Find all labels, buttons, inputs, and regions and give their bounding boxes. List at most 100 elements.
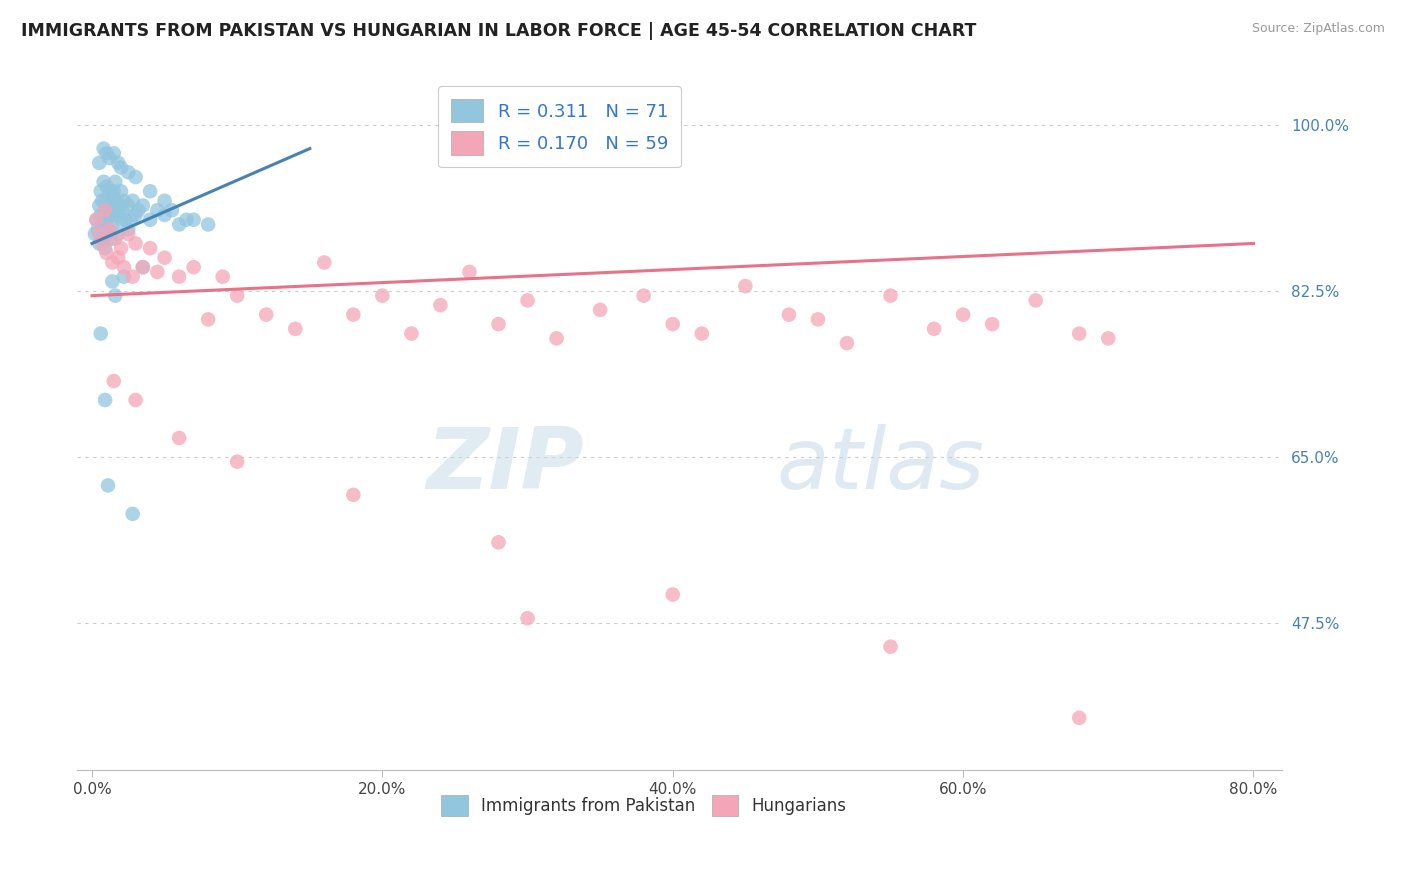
Text: IMMIGRANTS FROM PAKISTAN VS HUNGARIAN IN LABOR FORCE | AGE 45-54 CORRELATION CHA: IMMIGRANTS FROM PAKISTAN VS HUNGARIAN IN… [21, 22, 976, 40]
Point [89, 227, 111, 241]
Point [90, 208, 112, 222]
Point [89, 156, 111, 170]
Point [589, 302, 612, 317]
Point [94, 203, 117, 218]
Point [104, 232, 127, 246]
Point [98, 184, 121, 198]
Point [139, 184, 162, 198]
Point [1025, 293, 1047, 308]
Point [100, 232, 122, 246]
Point [371, 288, 394, 302]
Point [84, 227, 107, 241]
Point [153, 251, 176, 265]
Point [107, 251, 129, 265]
Point [86, 212, 108, 227]
Point [103, 374, 125, 388]
Text: atlas: atlas [776, 424, 984, 507]
Point [690, 326, 713, 341]
Point [103, 146, 125, 161]
Point [176, 212, 198, 227]
Point [633, 288, 655, 302]
Point [93, 142, 115, 156]
Point [110, 212, 132, 227]
Point [100, 203, 122, 218]
Point [211, 269, 233, 284]
Point [117, 198, 139, 212]
Point [101, 274, 124, 288]
Point [183, 260, 205, 275]
Point [124, 392, 146, 407]
Point [97, 478, 120, 492]
Point [108, 198, 131, 212]
Point [94, 203, 117, 218]
Point [117, 165, 139, 179]
Point [96, 212, 118, 227]
Point [254, 308, 277, 322]
Point [107, 156, 129, 170]
Point [1097, 331, 1119, 345]
Point [101, 189, 124, 203]
Point [93, 175, 115, 189]
Point [91, 194, 114, 208]
Point [153, 208, 176, 222]
Point [778, 308, 800, 322]
Text: Source: ZipAtlas.com: Source: ZipAtlas.com [1251, 22, 1385, 36]
Point [1069, 711, 1091, 725]
Point [226, 288, 249, 302]
Point [981, 317, 1004, 331]
Point [879, 640, 901, 654]
Point [197, 312, 219, 326]
Point [127, 203, 149, 218]
Point [96, 179, 118, 194]
Point [139, 241, 162, 255]
Point [546, 331, 568, 345]
Point [94, 392, 117, 407]
Point [132, 260, 155, 275]
Point [98, 222, 121, 236]
Point [93, 218, 115, 232]
Point [124, 169, 146, 184]
Point [1069, 326, 1091, 341]
Point [661, 317, 683, 331]
Point [160, 203, 183, 218]
Point [132, 260, 155, 275]
Legend: Immigrants from Pakistan, Hungarians: Immigrants from Pakistan, Hungarians [433, 787, 855, 824]
Point [121, 507, 143, 521]
Point [120, 212, 142, 227]
Point [167, 431, 190, 445]
Point [103, 208, 125, 222]
Point [835, 336, 858, 351]
Point [101, 255, 124, 269]
Point [167, 218, 190, 232]
Point [87, 222, 110, 236]
Point [121, 269, 143, 284]
Point [112, 194, 135, 208]
Point [89, 198, 111, 212]
Point [101, 218, 124, 232]
Point [132, 198, 155, 212]
Point [114, 212, 136, 227]
Point [89, 236, 111, 251]
Point [146, 265, 169, 279]
Point [952, 308, 974, 322]
Point [458, 265, 481, 279]
Point [516, 611, 538, 625]
Point [342, 308, 364, 322]
Point [91, 236, 114, 251]
Point [661, 587, 683, 601]
Point [121, 194, 143, 208]
Point [146, 203, 169, 218]
Point [104, 288, 127, 302]
Point [226, 455, 249, 469]
Point [429, 298, 451, 312]
Point [401, 326, 423, 341]
Point [117, 222, 139, 236]
Point [314, 255, 336, 269]
Point [107, 227, 129, 241]
Point [111, 203, 134, 218]
Point [105, 194, 128, 208]
Point [86, 212, 108, 227]
Point [807, 312, 830, 326]
Point [107, 208, 129, 222]
Point [879, 288, 901, 302]
